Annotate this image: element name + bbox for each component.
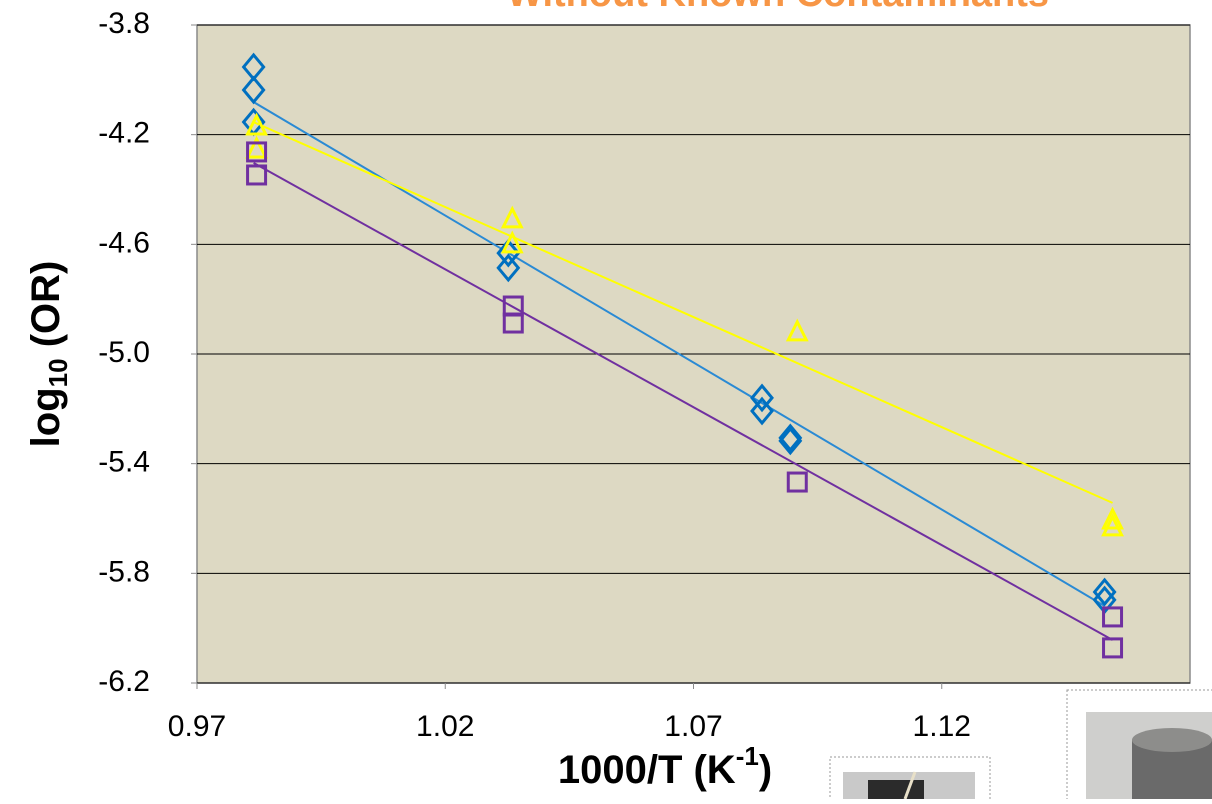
y-axis-label: log10 (OR) <box>24 261 73 448</box>
y-tick-label: -6.2 <box>98 665 150 698</box>
data-point <box>1092 577 1117 607</box>
data-point <box>500 230 524 254</box>
y-tick-label: -3.8 <box>98 7 150 40</box>
x-tick-label: 0.97 <box>168 710 226 743</box>
x-tick-label: 1.02 <box>416 710 474 743</box>
y-tick-label: -5.0 <box>98 336 150 369</box>
x-axis-label: 1000/T (K-1) <box>558 741 772 792</box>
data-point <box>502 312 524 334</box>
data-point <box>1101 513 1124 537</box>
data-point <box>246 164 268 186</box>
data-point <box>245 135 269 159</box>
x-tick-label: 1.07 <box>664 710 722 743</box>
x-label-end: ) <box>759 748 772 792</box>
data-point <box>786 471 808 493</box>
photo-small <box>829 756 991 804</box>
y-label-sub: 10 <box>43 358 73 387</box>
photo-cylinder <box>1066 689 1212 804</box>
y-tick-label: -5.8 <box>98 555 150 588</box>
data-point <box>245 112 269 136</box>
data-point <box>1102 606 1124 628</box>
data-point <box>246 141 268 163</box>
data-point <box>1102 637 1124 659</box>
y-tick-label: -4.2 <box>98 117 150 150</box>
x-tick-label: 1.12 <box>913 710 971 743</box>
data-point <box>1101 506 1124 530</box>
data-point <box>778 423 803 453</box>
data-point <box>241 75 266 105</box>
data-point <box>750 383 774 413</box>
x-label-main: 1000/T (K <box>558 748 736 792</box>
y-tick-label: -5.4 <box>98 446 150 479</box>
data-point <box>496 253 521 283</box>
data-point <box>778 426 803 456</box>
data-point <box>500 205 524 229</box>
chart-title: Without Known Contaminants <box>507 0 1049 15</box>
data-point <box>785 318 809 342</box>
data-point <box>750 396 774 426</box>
y-label-main: log <box>24 387 68 447</box>
y-label-end: (OR) <box>24 261 68 359</box>
trend-line <box>253 162 1114 641</box>
y-tick-label: -4.6 <box>98 226 150 259</box>
trend-line <box>253 121 1113 504</box>
x-label-sup: -1 <box>736 741 759 771</box>
data-point <box>496 238 521 268</box>
